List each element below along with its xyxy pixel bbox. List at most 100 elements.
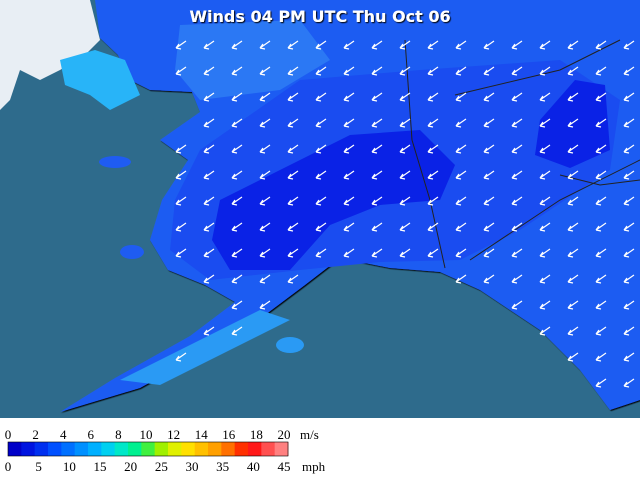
wind-arrow [595, 40, 607, 50]
wind-arrow [595, 248, 607, 258]
wind-arrow [455, 196, 467, 206]
wind-arrow [567, 300, 579, 310]
map-title: Winds 04 PM UTC Thu Oct 06 [189, 7, 450, 26]
wind-arrow [203, 40, 215, 50]
wind-arrow [567, 40, 579, 50]
wind-arrow [511, 92, 523, 102]
wind-arrow [371, 66, 383, 76]
wind-arrow [315, 66, 327, 76]
wind-arrow [455, 66, 467, 76]
ms-tick-label: 4 [60, 427, 67, 442]
mph-tick-label: 10 [63, 459, 76, 474]
wind-arrow [231, 118, 243, 128]
wind-arrow [455, 274, 467, 284]
color-swatch [114, 442, 129, 456]
wind-arrow [623, 248, 635, 258]
ms-tick-label: 0 [5, 427, 12, 442]
wind-arrow [371, 92, 383, 102]
color-swatch [61, 442, 76, 456]
wind-arrow [539, 274, 551, 284]
wind-arrow [595, 118, 607, 128]
mph-tick-label: 20 [124, 459, 137, 474]
wind-arrow [203, 92, 215, 102]
wind-arrow [399, 196, 411, 206]
color-swatch [181, 442, 196, 456]
wind-arrow [175, 352, 187, 362]
wind-arrow [539, 300, 551, 310]
color-swatch [154, 442, 169, 456]
wind-arrow [259, 196, 271, 206]
wind-arrow [399, 170, 411, 180]
wind-arrow [539, 248, 551, 258]
wind-arrow [371, 144, 383, 154]
wind-arrow [427, 222, 439, 232]
wind-arrow [259, 118, 271, 128]
wind-arrow [399, 66, 411, 76]
wind-arrow [427, 196, 439, 206]
ms-tick-label: 16 [222, 427, 236, 442]
wind-arrow [343, 170, 355, 180]
wind-arrow [539, 144, 551, 154]
mph-tick-label: 5 [35, 459, 42, 474]
wind-arrow [287, 92, 299, 102]
wind-arrow [483, 274, 495, 284]
wind-arrow [231, 66, 243, 76]
border [469, 159, 640, 261]
wind-arrow [175, 40, 187, 50]
ms-tick-label: 10 [140, 427, 153, 442]
wind-arrow [511, 274, 523, 284]
mph-tick-label: 0 [5, 459, 12, 474]
wind-arrow [343, 222, 355, 232]
wind-arrow [623, 92, 635, 102]
wind-arrow [483, 222, 495, 232]
wind-arrow [595, 274, 607, 284]
wind-arrow [567, 352, 579, 362]
wind-arrow [231, 170, 243, 180]
ms-unit: m/s [300, 427, 319, 442]
wind-arrow [427, 118, 439, 128]
wind-arrow [595, 326, 607, 336]
wind-arrow [623, 300, 635, 310]
wind-arrow [567, 66, 579, 76]
wind-arrow [343, 144, 355, 154]
wind-arrow [259, 274, 271, 284]
wind-arrow [511, 248, 523, 258]
wind-arrow [371, 248, 383, 258]
wind-arrow [483, 40, 495, 50]
wind-arrow [455, 40, 467, 50]
wind-arrow [595, 378, 607, 388]
wind-arrow [427, 66, 439, 76]
wind-arrow [595, 222, 607, 232]
wind-arrow [371, 40, 383, 50]
wind-arrow [203, 170, 215, 180]
wind-arrow [231, 196, 243, 206]
wind-arrow [623, 222, 635, 232]
wind-arrow [539, 196, 551, 206]
wind-arrow [427, 170, 439, 180]
wind-arrow [483, 196, 495, 206]
wind-arrow [511, 222, 523, 232]
wind-arrow [259, 222, 271, 232]
wind-arrow [483, 144, 495, 154]
wind-arrow [315, 222, 327, 232]
wind-arrow [483, 248, 495, 258]
wind-arrow [231, 274, 243, 284]
wind-arrow [315, 196, 327, 206]
wind-arrow [567, 326, 579, 336]
wind-arrow [567, 92, 579, 102]
color-swatch [74, 442, 89, 456]
ms-tick-label: 18 [250, 427, 263, 442]
wind-arrow [231, 248, 243, 258]
wind-arrow [343, 40, 355, 50]
wind-arrow [287, 274, 299, 284]
wind-arrow [231, 326, 243, 336]
wind-arrow [259, 66, 271, 76]
wind-arrow [203, 118, 215, 128]
mph-tick-label: 15 [94, 459, 107, 474]
wind-arrow [175, 66, 187, 76]
color-swatch [48, 442, 62, 456]
wind-arrow [203, 66, 215, 76]
wind-arrow [287, 196, 299, 206]
wind-arrow [539, 222, 551, 232]
mph-tick-label: 45 [278, 459, 291, 474]
